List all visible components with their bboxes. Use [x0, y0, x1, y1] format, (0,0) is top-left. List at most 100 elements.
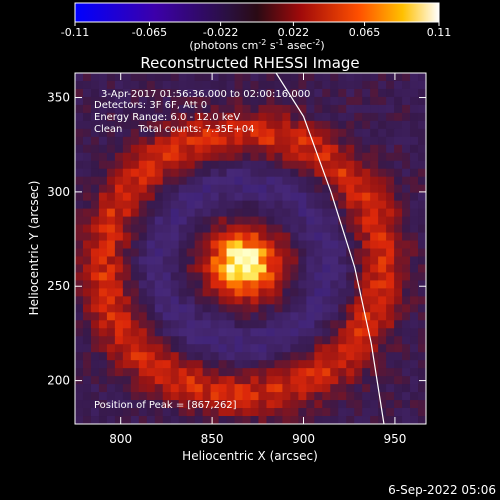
heatmap-cell	[290, 216, 299, 226]
heatmap-cell	[202, 408, 212, 417]
heatmap-cell	[98, 368, 108, 377]
heatmap-cell	[218, 216, 228, 226]
heatmap-cell	[178, 296, 188, 305]
heatmap-cell	[298, 240, 307, 250]
heatmap-cell	[362, 192, 371, 202]
heatmap-cell	[218, 200, 228, 210]
heatmap-cell	[282, 312, 291, 321]
heatmap-cell	[234, 336, 244, 345]
heatmap-cell	[418, 120, 426, 130]
heatmap-cell	[370, 232, 379, 242]
heatmap-cell	[306, 136, 315, 146]
heatmap-cell	[98, 360, 108, 369]
heatmap-cell	[418, 96, 426, 106]
heatmap-cell	[386, 112, 395, 122]
heatmap-cell	[314, 176, 323, 186]
heatmap-cell	[386, 200, 395, 210]
heatmap-cell	[130, 120, 140, 130]
heatmap-cell	[370, 280, 379, 289]
heatmap-cell	[122, 312, 132, 321]
heatmap-cell	[75, 128, 84, 138]
heatmap-cell	[274, 304, 284, 313]
heatmap-cell	[330, 256, 339, 266]
heatmap-cell	[82, 200, 92, 210]
heatmap-cell	[410, 272, 419, 282]
heatmap-cell	[418, 152, 426, 162]
heatmap-cell	[90, 216, 100, 226]
heatmap-cell	[418, 304, 426, 313]
heatmap-cell	[258, 112, 268, 122]
heatmap-cell	[274, 224, 284, 234]
heatmap-cell	[394, 96, 403, 106]
heatmap-cell	[186, 144, 196, 154]
heatmap-cell	[370, 336, 379, 345]
heatmap-cell	[234, 160, 244, 170]
heatmap-cell	[362, 112, 371, 122]
heatmap-cell	[194, 288, 204, 297]
heatmap-cell	[226, 144, 236, 154]
heatmap-cell	[418, 240, 426, 250]
heatmap-cell	[202, 312, 212, 321]
heatmap-cell	[194, 128, 204, 138]
heatmap-cell	[154, 360, 164, 369]
heatmap-cell	[346, 400, 355, 409]
heatmap-cell	[410, 392, 419, 401]
heatmap-cell	[322, 392, 331, 401]
heatmap-cell	[338, 248, 347, 258]
heatmap-cell	[138, 344, 148, 353]
heatmap-cell	[338, 344, 347, 353]
heatmap-cell	[90, 328, 100, 337]
heatmap-cell	[298, 160, 307, 170]
heatmap-cell	[138, 304, 148, 313]
heatmap-cell	[250, 360, 260, 369]
heatmap-cell	[234, 73, 244, 82]
heatmap-cell	[322, 256, 331, 266]
heatmap-cell	[75, 120, 84, 130]
heatmap-cell	[154, 136, 164, 146]
heatmap-cell	[154, 344, 164, 353]
heatmap-cell	[90, 112, 100, 122]
heatmap-cell	[194, 120, 204, 130]
heatmap-cell	[138, 256, 148, 266]
heatmap-cell	[290, 160, 299, 170]
heatmap-cell	[346, 104, 355, 114]
heatmap-cell	[250, 336, 260, 345]
heatmap-cell	[290, 368, 299, 377]
heatmap-cell	[378, 304, 387, 313]
y-tick-label: 350	[47, 91, 70, 105]
heatmap-cell	[266, 344, 276, 353]
heatmap-cell	[250, 80, 260, 90]
heatmap-cell	[186, 320, 196, 329]
heatmap-cell	[218, 384, 228, 393]
heatmap-cell	[218, 344, 228, 353]
heatmap-cells	[75, 73, 426, 424]
heatmap-cell	[226, 240, 236, 250]
heatmap-cell	[106, 328, 116, 337]
heatmap-cell	[378, 160, 387, 170]
heatmap-cell	[122, 128, 132, 138]
heatmap-cell	[314, 80, 323, 90]
heatmap-cell	[394, 112, 403, 122]
heatmap-cell	[90, 96, 100, 106]
heatmap-cell	[322, 336, 331, 345]
heatmap-cell	[274, 80, 284, 90]
heatmap-cell	[402, 352, 411, 361]
heatmap-cell	[298, 408, 307, 417]
heatmap-cell	[138, 408, 148, 417]
heatmap-cell	[282, 80, 291, 90]
heatmap-cell	[162, 376, 172, 385]
heatmap-cell	[242, 80, 252, 90]
heatmap-cell	[122, 368, 132, 377]
heatmap-cell	[338, 73, 347, 82]
heatmap-cell	[386, 376, 395, 385]
heatmap-cell	[298, 416, 307, 424]
heatmap-cell	[98, 160, 108, 170]
heatmap-cell	[234, 168, 244, 178]
heatmap-cell	[330, 416, 339, 424]
heatmap-cell	[394, 256, 403, 266]
heatmap-cell	[378, 296, 387, 305]
heatmap-cell	[266, 120, 276, 130]
heatmap-cell	[162, 112, 172, 122]
heatmap-cell	[394, 176, 403, 186]
heatmap-cell	[402, 400, 411, 409]
